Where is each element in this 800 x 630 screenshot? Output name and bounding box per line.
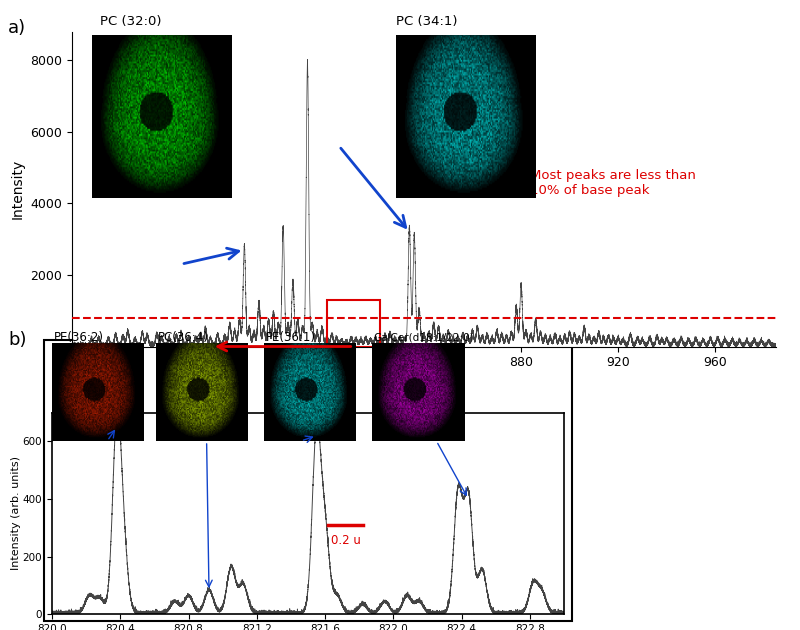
Text: Most peaks are less than
10% of base peak: Most peaks are less than 10% of base pea…	[530, 169, 695, 197]
Text: PE(36:1): PE(36:1)	[266, 331, 315, 344]
Text: PE(36:2): PE(36:2)	[54, 331, 104, 344]
Y-axis label: Intensity (arb. units): Intensity (arb. units)	[11, 457, 22, 570]
Text: PC (34:1): PC (34:1)	[396, 15, 458, 28]
Y-axis label: Intensity: Intensity	[10, 159, 25, 219]
Bar	[327, 300, 380, 347]
X-axis label: m/z: m/z	[411, 375, 437, 389]
Text: b): b)	[8, 331, 26, 349]
Text: a): a)	[8, 19, 26, 37]
Text: PC (32:0): PC (32:0)	[100, 15, 162, 28]
Text: 0.2 u: 0.2 u	[330, 534, 361, 547]
Text: PC(36:4): PC(36:4)	[158, 331, 209, 344]
Text: GalCer(d18:1/22:0): GalCer(d18:1/22:0)	[374, 333, 474, 343]
